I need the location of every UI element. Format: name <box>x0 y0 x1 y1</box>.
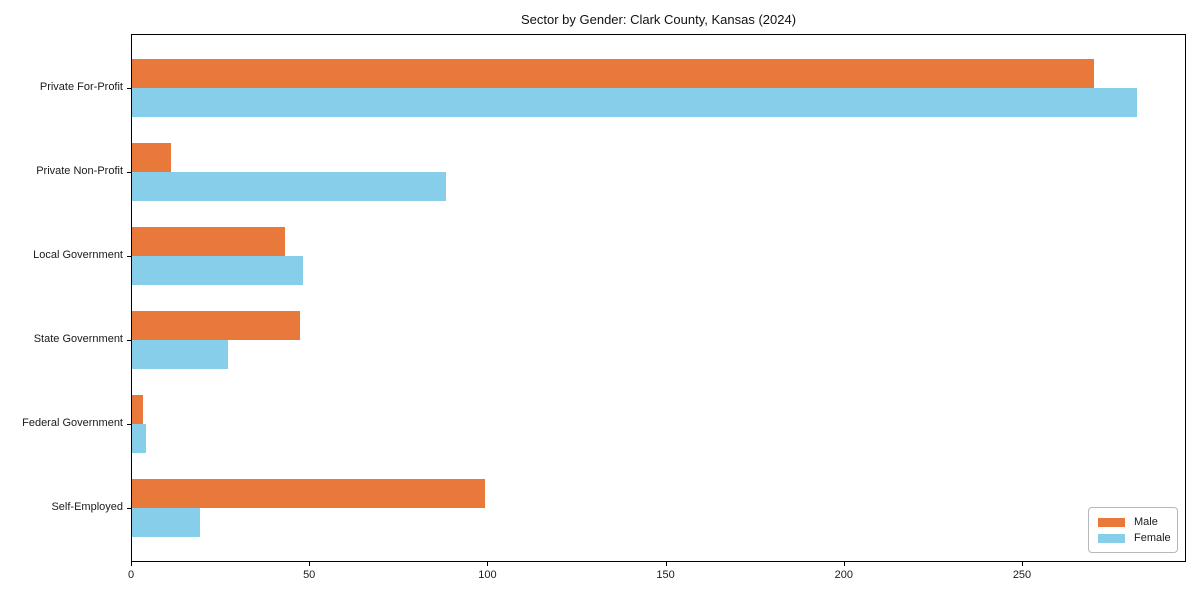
legend-label-male: Male <box>1134 516 1158 528</box>
legend-swatch-female <box>1098 533 1125 543</box>
bar-male-federal-government <box>132 395 143 424</box>
ytick-mark <box>127 424 131 425</box>
ytick-mark <box>127 340 131 341</box>
ytick-label-self-employed: Self-Employed <box>51 501 123 513</box>
bar-female-state-government <box>132 340 229 369</box>
ytick-mark <box>127 508 131 509</box>
xtick-mark <box>487 562 489 566</box>
ytick-mark <box>127 256 131 257</box>
xtick-label-200: 200 <box>834 569 853 581</box>
ytick-label-state-government: State Government <box>33 333 123 345</box>
xtick-mark <box>309 562 311 566</box>
xtick-mark <box>665 562 667 566</box>
bar-male-local-government <box>132 227 286 256</box>
bar-male-private-for-profit <box>132 59 1095 88</box>
bar-male-self-employed <box>132 479 485 508</box>
ytick-label-private-for-profit: Private For-Profit <box>39 81 123 93</box>
xtick-label-100: 100 <box>478 569 497 581</box>
xtick-label-250: 250 <box>1012 569 1032 581</box>
legend-swatch-male <box>1098 517 1125 527</box>
ytick-mark <box>127 88 131 89</box>
plot-area <box>131 34 1186 562</box>
xtick-label-150: 150 <box>656 569 675 581</box>
bar-female-self-employed <box>132 508 200 537</box>
legend-item-male: Male <box>1098 514 1168 530</box>
chart-title: Sector by Gender: Clark County, Kansas (… <box>520 12 797 27</box>
ytick-label-federal-government: Federal Government <box>22 417 123 429</box>
xtick-label-50: 50 <box>303 569 316 581</box>
xtick-mark <box>1022 562 1023 566</box>
xtick-mark <box>131 562 132 566</box>
ytick-mark <box>127 172 131 173</box>
bar-female-local-government <box>132 256 304 285</box>
legend-item-female: Female <box>1098 530 1171 546</box>
xtick-mark <box>843 562 845 566</box>
bar-male-private-non-profit <box>132 143 172 172</box>
xtick-label-0: 0 <box>127 569 135 581</box>
bar-male-state-government <box>132 311 300 340</box>
ytick-label-private-non-profit: Private Non-Profit <box>36 165 123 177</box>
legend: Male Female <box>1088 507 1178 553</box>
bar-female-private-for-profit <box>132 88 1138 117</box>
ytick-label-local-government: Local Government <box>33 249 123 261</box>
bar-female-private-non-profit <box>132 172 446 201</box>
legend-label-female: Female <box>1134 532 1171 544</box>
bar-female-federal-government <box>132 424 147 453</box>
